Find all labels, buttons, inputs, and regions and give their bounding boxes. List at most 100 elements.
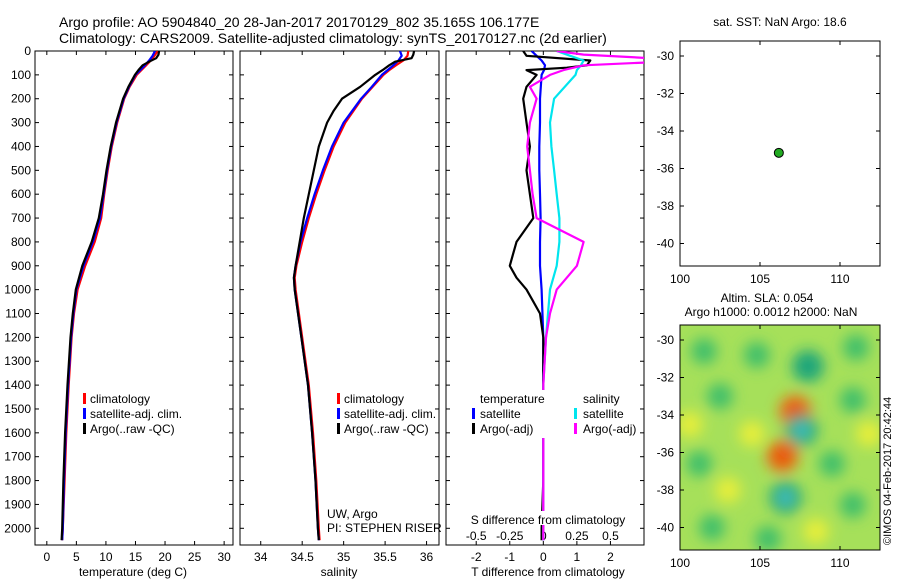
ytick-label: -36 xyxy=(657,446,675,460)
ytick-label: -34 xyxy=(657,124,675,138)
sla-anomaly-blob xyxy=(743,342,770,368)
ytick-label: 200 xyxy=(11,92,31,106)
ytick-label: 1700 xyxy=(4,450,31,464)
ytick-label: 100 xyxy=(11,68,31,82)
difference-xlabel: T difference from climatology xyxy=(471,565,625,579)
ytick-label: 1300 xyxy=(4,354,31,368)
ytick-label: 1200 xyxy=(4,330,31,344)
sla-anomaly-blob xyxy=(819,450,845,477)
series-line-argo-raw-qc- xyxy=(60,51,161,541)
xtick-label: 36 xyxy=(420,550,434,564)
salinity-panel: 34 34.5 35 35.5 36 salinity climatology sate… xyxy=(239,50,442,579)
ytick-label: 1500 xyxy=(4,402,31,416)
xtick-label-salinity: -0.5 xyxy=(466,529,487,543)
difference-legend: temperature salinity satellite Argo(-adj… xyxy=(470,390,640,438)
sla-anomaly-blob xyxy=(680,411,703,438)
argo-position-marker xyxy=(773,147,784,158)
temperature-lines xyxy=(60,51,161,541)
sla-map-title-line2: Argo h1000: 0.0012 h2000: NaN xyxy=(685,305,858,319)
sla-anomaly-blob xyxy=(691,338,717,365)
salinity-yticks xyxy=(240,50,439,529)
sla-map-frame xyxy=(679,324,881,551)
sla-anomaly-blob xyxy=(699,514,725,541)
legend-swatch-argo xyxy=(337,423,340,434)
xtick-label: 105 xyxy=(750,556,770,570)
xtick-label: 2 xyxy=(607,550,614,564)
difference-axes-frame xyxy=(445,50,645,546)
legend-swatch-argo xyxy=(83,423,86,434)
sla-heatmap-blobs xyxy=(680,334,880,550)
ytick-label: 1600 xyxy=(4,426,31,440)
ytick-label: -32 xyxy=(657,87,675,101)
salinity-axes-frame xyxy=(239,50,440,546)
salinity-legend: climatology satellite-adj. clim. Argo(..… xyxy=(337,392,436,436)
xtick-label: 15 xyxy=(129,550,143,564)
ytick-label: -36 xyxy=(657,162,675,176)
legend-title-salinity: salinity xyxy=(583,392,620,406)
xtick-label: 35.5 xyxy=(373,550,397,564)
sla-anomaly-blob xyxy=(839,387,866,413)
salinity-annotation-line1: UW, Argo xyxy=(327,507,378,521)
legend-label-satellite: satellite-adj. clim. xyxy=(90,407,182,421)
xtick-label-salinity: -0.25 xyxy=(496,529,524,543)
legend-swatch-temp-argo xyxy=(472,423,475,434)
legend-label-argo: Argo(..raw -QC) xyxy=(90,422,175,436)
xtick-label: 25 xyxy=(188,550,202,564)
legend-swatch-satellite xyxy=(83,408,86,419)
xtick-label: 100 xyxy=(670,556,690,570)
difference-panel: -2 -1 0 1 2 -0.5 -0.25 0 0.25 0.5 S difference f… xyxy=(445,50,645,579)
legend-swatch-sal-satellite xyxy=(574,408,577,419)
salinity-annotation-line2: PI: STEPHEN RISER xyxy=(327,521,442,535)
ytick-label: -38 xyxy=(657,483,675,497)
xtick-label: 0 xyxy=(540,550,547,564)
xtick-label: 30 xyxy=(217,550,231,564)
sla-anomaly-core xyxy=(775,449,790,464)
sla-anomaly-blob xyxy=(839,492,866,518)
temperature-yticks: 0 100 200 300 400 500 600 700 800 900 1000 1100 1200… xyxy=(4,44,233,535)
ytick-label: 1900 xyxy=(4,497,31,511)
ytick-label: 700 xyxy=(11,211,31,225)
legend-swatch-satellite xyxy=(337,408,340,419)
sla-map-panel: Altim. SLA: 0.054 Argo h1000: 0.0012 h20… xyxy=(657,291,881,570)
legend-swatch-climatology xyxy=(337,393,340,404)
salinity-lines xyxy=(292,51,416,541)
position-map-panel: sat. SST: NaN Argo: 18.6 100 105 110 -30 -32… xyxy=(657,15,881,286)
ytick-label: 800 xyxy=(11,235,31,249)
sla-anomaly-blob xyxy=(792,350,824,383)
sla-heatmap xyxy=(680,325,880,550)
sla-anomaly-blob xyxy=(739,420,765,447)
legend-label-sal-satellite: satellite xyxy=(583,407,624,421)
position-map-title: sat. SST: NaN Argo: 18.6 xyxy=(713,15,847,29)
series-line-argo-raw-qc- xyxy=(292,51,416,541)
legend-label-sal-argo: Argo(-adj) xyxy=(583,422,636,436)
ytick-label: -32 xyxy=(657,371,675,385)
xtick-label: -2 xyxy=(471,550,482,564)
sla-anomaly-blob xyxy=(843,334,869,361)
position-map-points xyxy=(773,147,784,158)
legend-title-temperature: temperature xyxy=(480,392,545,406)
ytick-label: 0 xyxy=(24,44,31,58)
difference-top-label-bg xyxy=(522,511,572,525)
xtick-label: 110 xyxy=(830,272,849,286)
legend-label-temp-satellite: satellite xyxy=(480,407,521,421)
xtick-label: 0 xyxy=(43,550,50,564)
xtick-label: 105 xyxy=(750,272,770,286)
sla-anomaly-core xyxy=(794,423,809,437)
ytick-label: -30 xyxy=(657,49,675,63)
sla-map-title-line1: Altim. SLA: 0.054 xyxy=(721,291,814,305)
imos-watermark: ©IMOS 04-Feb-2017 20:42:44 xyxy=(882,397,894,545)
legend-swatch-sal-argo xyxy=(574,423,577,434)
ytick-label: -30 xyxy=(657,333,675,347)
ytick-label: 400 xyxy=(11,139,31,153)
salinity-xticks: 34 34.5 35 35.5 36 xyxy=(254,51,434,564)
xtick-label: 34 xyxy=(254,550,268,564)
difference-xticks: -2 -1 0 1 2 xyxy=(471,51,614,564)
difference-legend-bg-salinity xyxy=(582,390,640,438)
xtick-label-salinity: 0.5 xyxy=(602,529,619,543)
ytick-label: -34 xyxy=(657,408,675,422)
position-map-ticks: 100 105 110 -30 -32 -34 -36 -38 -40 xyxy=(657,41,880,286)
sla-anomaly-blob xyxy=(803,518,829,545)
ytick-label: 1100 xyxy=(5,307,31,321)
difference-xticks-salinity: -0.5 -0.25 0 0.25 0.5 xyxy=(466,529,619,543)
